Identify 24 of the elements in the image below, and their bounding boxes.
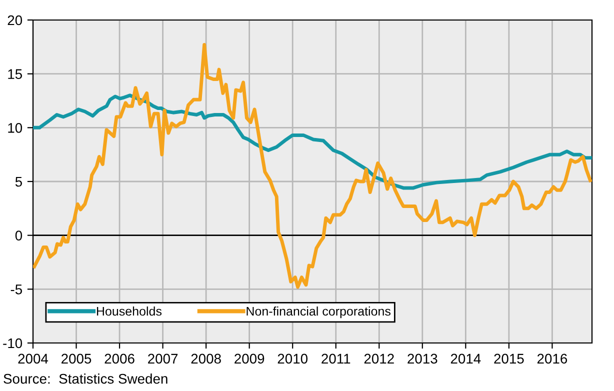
- y-tick-label: -10: [3, 338, 22, 348]
- line-series: [33, 94, 592, 190]
- y-tick-label: -5: [10, 284, 22, 294]
- x-tick-label: 2004: [18, 354, 48, 364]
- legend-label: Households: [96, 306, 162, 316]
- x-tick-label: 2013: [408, 354, 438, 364]
- x-tick-label: 2008: [191, 354, 221, 364]
- source-note: Source: Statistics Sweden: [4, 374, 168, 384]
- y-tick-label: 5: [15, 176, 22, 187]
- x-tick-label: 2016: [537, 354, 568, 364]
- y-tick-label: 15: [8, 69, 22, 80]
- x-tick-label: 2015: [494, 354, 524, 364]
- x-tick-label: 2014: [450, 354, 481, 364]
- x-tick-label: 2005: [62, 354, 92, 364]
- x-tick-label: 2012: [364, 354, 394, 364]
- y-tick-label: 10: [8, 123, 22, 133]
- y-tick-label: 20: [8, 15, 22, 26]
- x-tick-label: 2009: [234, 354, 264, 364]
- x-tick-label: 2011: [322, 354, 350, 364]
- x-tick-label: 2006: [104, 354, 134, 364]
- x-tick-label: 2007: [148, 354, 178, 364]
- y-tick-label: 0: [15, 230, 22, 241]
- x-tick-label: 2010: [278, 354, 308, 364]
- legend-label: Non-financial corporations: [246, 306, 390, 318]
